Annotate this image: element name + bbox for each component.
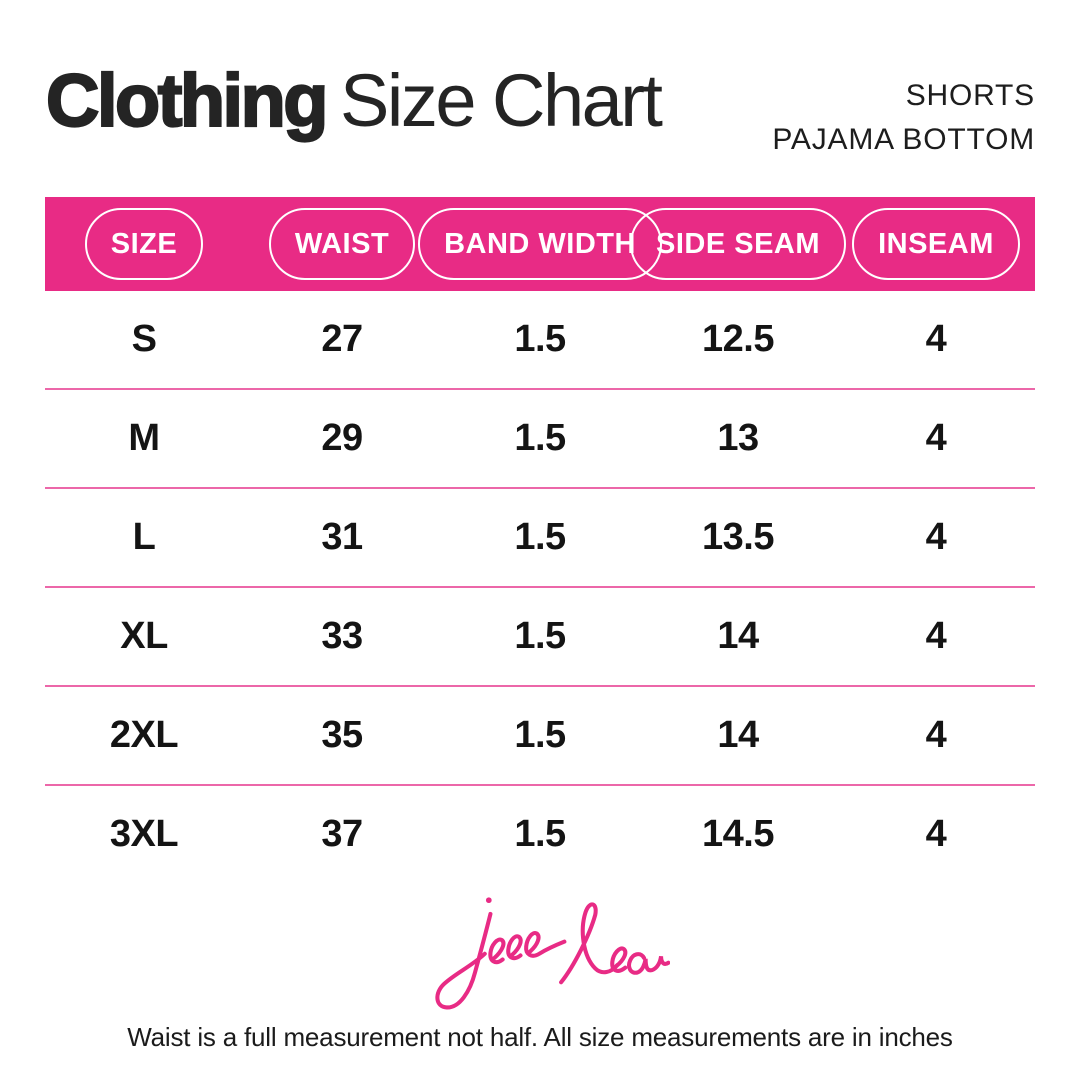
table-header: SIZE WAIST BAND WIDTH SIDE SEAM INSEAM: [45, 197, 1035, 291]
brand-signature: [410, 888, 671, 1023]
table-row-xl: XL 33 1.5 14 4: [45, 588, 1035, 687]
value-cell: 1.5: [514, 417, 566, 459]
value-cell: 4: [925, 714, 947, 756]
footnote: Waist is a full measurement not half. Al…: [127, 1022, 953, 1052]
header-pill-side-seam: SIDE SEAM: [629, 208, 847, 280]
value-cell: 14: [717, 615, 759, 657]
value-cell: 4: [925, 417, 947, 459]
value-cell: 12.5: [702, 318, 774, 360]
value-cell: 4: [925, 318, 947, 360]
size-cell: L: [132, 516, 156, 558]
page-title: Clothing Size Chart: [45, 59, 663, 142]
value-cell: 33: [321, 615, 363, 657]
value-cell: 14: [717, 714, 759, 756]
size-cell: S: [131, 318, 157, 360]
value-cell: 13.5: [702, 516, 774, 558]
value-cell: 14.5: [702, 813, 774, 855]
table-row-l: L 31 1.5 13.5 4: [45, 489, 1035, 588]
title-bold: Clothing: [45, 59, 330, 142]
product-type-line1: SHORTS: [905, 79, 1035, 112]
value-cell: 4: [925, 615, 947, 657]
header-pill-size: SIZE: [84, 208, 204, 280]
table-row-m: M 29 1.5 13 4: [45, 390, 1035, 489]
header-pill-band-width: BAND WIDTH: [418, 208, 662, 280]
table-body: S 27 1.5 12.5 4 M 29 1.5 13 4 L 31 1.5 13.5 4 XL 33 1.5 14…: [45, 291, 1035, 883]
table-row-s: S 27 1.5 12.5 4: [45, 291, 1035, 390]
product-type-label: SHORTS PAJAMA BOTTOM: [772, 62, 1035, 161]
value-cell: 1.5: [514, 813, 566, 855]
value-cell: 1.5: [514, 318, 566, 360]
value-cell: 4: [925, 813, 947, 855]
table-row-3xl: 3XL 37 1.5 14.5 4: [45, 786, 1035, 883]
value-cell: 4: [925, 516, 947, 558]
value-cell: 29: [321, 417, 363, 459]
value-cell: 1.5: [514, 615, 566, 657]
value-cell: 13: [717, 417, 759, 459]
product-type-line2: PAJAMA BOTTOM: [772, 122, 1035, 156]
value-cell: 37: [321, 813, 363, 855]
size-cell: XL: [120, 615, 168, 657]
value-cell: 1.5: [514, 516, 566, 558]
page-header: Clothing Size Chart SHORTS PAJAMA BOTTOM: [45, 59, 1035, 161]
size-cell: 3XL: [109, 813, 179, 855]
size-table: SIZE WAIST BAND WIDTH SIDE SEAM INSEAM S 27 1.…: [45, 197, 1035, 883]
value-cell: 31: [321, 516, 363, 558]
title-light: Size Chart: [340, 59, 663, 142]
value-cell: 27: [321, 318, 363, 360]
size-cell: 2XL: [109, 714, 179, 756]
header-pill-waist: WAIST: [268, 208, 416, 280]
value-cell: 1.5: [514, 714, 566, 756]
table-row-2xl: 2XL 35 1.5 14 4: [45, 687, 1035, 786]
value-cell: 35: [321, 714, 363, 756]
size-cell: M: [128, 417, 160, 459]
header-pill-inseam: INSEAM: [852, 208, 1020, 280]
brand-signature-icon: [435, 897, 671, 1010]
